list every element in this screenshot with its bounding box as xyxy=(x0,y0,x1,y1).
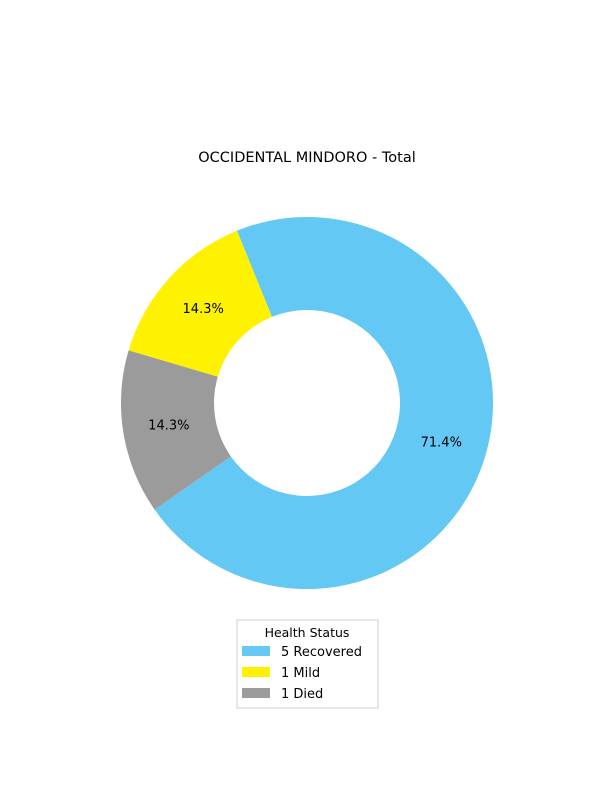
legend-label-died: 1 Died xyxy=(281,687,323,702)
legend-title: Health Status xyxy=(265,625,350,640)
donut-slices xyxy=(121,217,494,590)
legend-label-recovered: 5 Recovered xyxy=(281,645,362,660)
legend: Health Status 5 Recovered 1 Mild 1 Died xyxy=(236,619,379,709)
slice-percent-label-mild: 14.3% xyxy=(183,302,224,317)
legend-swatch-mild xyxy=(242,667,270,677)
legend-swatch-recovered xyxy=(242,646,270,656)
donut-slice-died xyxy=(121,350,231,510)
legend-items: 5 Recovered 1 Mild 1 Died xyxy=(242,645,362,702)
donut-slice-mild xyxy=(128,230,272,377)
legend-label-mild: 1 Mild xyxy=(281,666,320,681)
slice-percent-label-recovered: 71.4% xyxy=(421,436,462,451)
slice-percent-label-died: 14.3% xyxy=(148,419,189,434)
legend-swatch-died xyxy=(242,688,270,698)
chart-title: OCCIDENTAL MINDORO - Total xyxy=(198,150,415,166)
slice-labels: 71.4% 14.3% 14.3% xyxy=(148,302,462,451)
donut-slice-recovered xyxy=(154,217,494,590)
